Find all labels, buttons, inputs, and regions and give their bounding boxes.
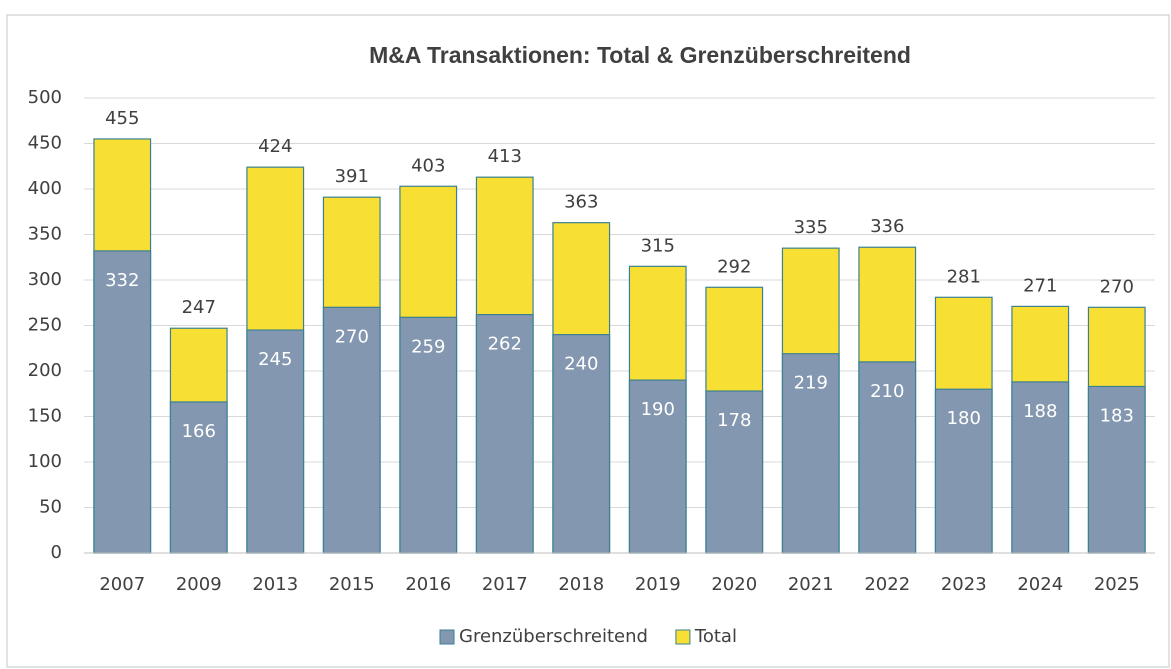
bar [246, 329, 305, 554]
data-label: 315 [641, 235, 675, 256]
data-label: 240 [564, 354, 598, 375]
y-tick-label: 250 [28, 315, 62, 336]
y-tick-label: 300 [28, 269, 62, 290]
chart-title: M&A Transaktionen: Total & Grenzüberschr… [369, 42, 911, 68]
data-label: 259 [411, 336, 445, 357]
x-tick-label: 2017 [482, 574, 528, 595]
data-label: 292 [717, 256, 751, 277]
data-label: 190 [641, 399, 675, 420]
bar [475, 313, 534, 554]
bar [552, 334, 611, 554]
data-label: 363 [564, 192, 598, 213]
data-label: 166 [182, 421, 216, 442]
y-tick-label: 500 [28, 87, 62, 108]
data-label: 281 [947, 266, 981, 287]
bar [169, 401, 228, 554]
x-tick-label: 2018 [558, 574, 604, 595]
data-label: 188 [1023, 401, 1057, 422]
data-label: 219 [794, 373, 828, 394]
data-label: 336 [870, 216, 904, 237]
x-tick-label: 2022 [864, 574, 910, 595]
bar [628, 379, 687, 554]
bar [1087, 385, 1146, 554]
data-label: 332 [105, 270, 139, 291]
y-tick-label: 200 [28, 360, 62, 381]
y-tick-label: 400 [28, 178, 62, 199]
data-label: 245 [258, 349, 292, 370]
bar [934, 388, 993, 554]
data-label: 455 [105, 108, 139, 129]
legend-swatch [675, 629, 691, 645]
legend-label: Grenzüberschreitend [459, 626, 648, 647]
data-label: 335 [794, 217, 828, 238]
y-tick-label: 150 [28, 406, 62, 427]
y-tick-label: 0 [51, 542, 62, 563]
y-tick-label: 50 [39, 497, 62, 518]
data-label: 271 [1023, 275, 1057, 296]
legend-label: Total [694, 626, 737, 647]
x-tick-label: 2024 [1017, 574, 1063, 595]
x-tick-label: 2015 [329, 574, 375, 595]
legend-swatch [439, 629, 455, 645]
y-tick-label: 450 [28, 133, 62, 154]
x-tick-label: 2019 [635, 574, 681, 595]
x-tick-label: 2009 [176, 574, 222, 595]
data-label: 424 [258, 136, 292, 157]
data-label: 391 [335, 166, 369, 187]
bar [705, 390, 764, 554]
data-label: 247 [182, 297, 216, 318]
x-tick-label: 2016 [405, 574, 451, 595]
y-tick-label: 100 [28, 451, 62, 472]
x-tick-label: 2023 [941, 574, 987, 595]
data-label: 270 [335, 326, 369, 347]
data-label: 413 [488, 146, 522, 167]
data-label: 180 [947, 408, 981, 429]
bar [322, 306, 381, 554]
data-label: 183 [1100, 405, 1134, 426]
bar [858, 361, 917, 554]
bar [93, 250, 152, 554]
x-tick-label: 2007 [99, 574, 145, 595]
data-label: 210 [870, 381, 904, 402]
data-label: 403 [411, 155, 445, 176]
x-tick-label: 2020 [711, 574, 757, 595]
x-tick-label: 2013 [252, 574, 298, 595]
bar [781, 353, 840, 554]
data-label: 262 [488, 334, 522, 355]
x-tick-label: 2021 [788, 574, 834, 595]
y-tick-label: 350 [28, 224, 62, 245]
data-label: 178 [717, 410, 751, 431]
bar [399, 316, 458, 554]
data-label: 270 [1100, 276, 1134, 297]
x-tick-label: 2025 [1094, 574, 1140, 595]
